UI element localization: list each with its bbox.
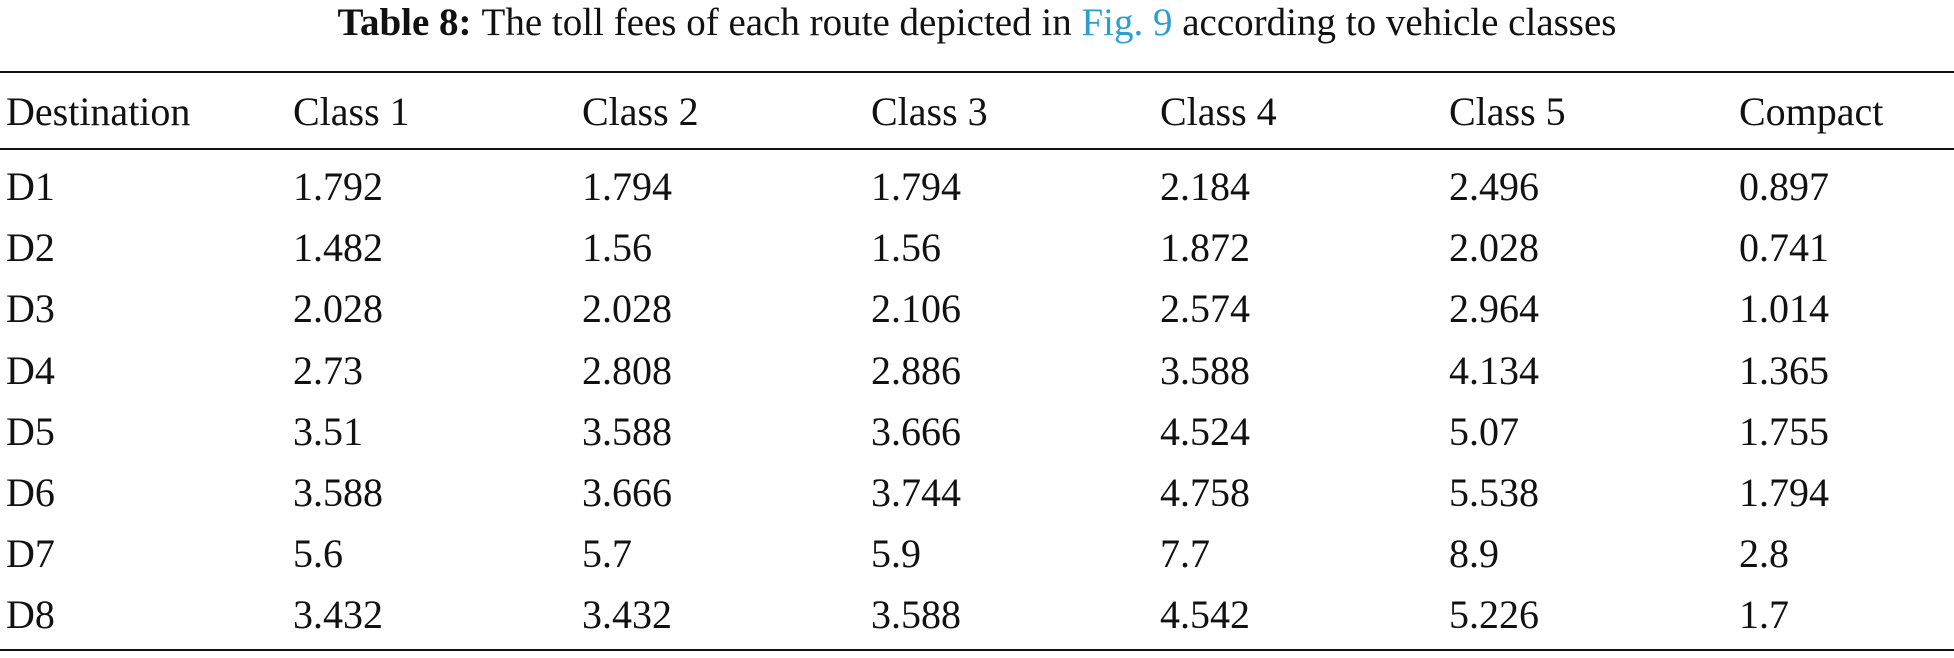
row-label: D2: [6, 225, 55, 271]
row-label: D8: [6, 592, 55, 638]
table-cell: 1.7: [1739, 592, 1789, 638]
bottom-rule: [0, 649, 1954, 651]
table-cell: 2.574: [1160, 286, 1250, 332]
top-rule: [0, 71, 1954, 73]
table-cell: 5.9: [871, 531, 921, 577]
table-cell: 3.744: [871, 470, 961, 515]
table-cell: 4.542: [1160, 592, 1250, 638]
table-cell: 5.538: [1449, 470, 1539, 515]
table-cell: 1.792: [293, 164, 383, 209]
table-cell: 3.432: [293, 592, 383, 638]
figure-link[interactable]: Fig. 9: [1081, 1, 1173, 44]
table-cell: 1.794: [582, 164, 672, 209]
table-cell: 3.588: [871, 592, 961, 638]
table-cell: 2.886: [871, 347, 961, 393]
header-cell: Compact: [1739, 89, 1884, 134]
table-cell: 0.741: [1739, 225, 1829, 271]
table-cell: 1.794: [871, 164, 961, 209]
table-cell: 3.666: [871, 408, 961, 454]
table-cell: 3.588: [582, 408, 672, 454]
header-cell: Class 2: [582, 89, 699, 134]
table-cell: 8.9: [1449, 531, 1499, 577]
row-label: D5: [6, 408, 55, 454]
table-cell: 3.588: [1160, 347, 1250, 393]
table-cell: 1.56: [582, 225, 652, 271]
table-caption: Table 8: The toll fees of each route depi…: [0, 0, 1954, 46]
row-label: D4: [6, 347, 55, 393]
header-cell: Class 4: [1160, 89, 1277, 134]
table-cell: 3.432: [582, 592, 672, 638]
table-cell: 2.028: [582, 286, 672, 332]
row-label: D7: [6, 531, 55, 577]
table-cell: 1.56: [871, 225, 941, 271]
table-cell: 4.524: [1160, 408, 1250, 454]
row-label: D6: [6, 470, 55, 515]
caption-text: The toll fees of each route depicted in: [481, 1, 1072, 44]
header-cell: Class 1: [293, 89, 410, 134]
table-cell: 2.964: [1449, 286, 1539, 332]
table-cell: 2.028: [293, 286, 383, 332]
table-cell: 3.588: [293, 470, 383, 515]
table-cell: 2.8: [1739, 531, 1789, 577]
table-cell: 3.666: [582, 470, 672, 515]
header-cell: Destination: [6, 89, 191, 134]
table-cell: 5.07: [1449, 408, 1519, 454]
row-label: D3: [6, 286, 55, 332]
table-cell: 1.365: [1739, 347, 1829, 393]
table-cell: 2.496: [1449, 164, 1539, 209]
table-cell: 2.184: [1160, 164, 1250, 209]
table-cell: 4.758: [1160, 470, 1250, 515]
table-cell: 2.106: [871, 286, 961, 332]
table-cell: 2.73: [293, 347, 363, 393]
caption-text: according to vehicle classes: [1182, 1, 1617, 44]
table-cell: 2.808: [582, 347, 672, 393]
table-cell: 1.482: [293, 225, 383, 271]
header-cell: Class 3: [871, 89, 988, 134]
table-cell: 4.134: [1449, 347, 1539, 393]
table-cell: 1.755: [1739, 408, 1829, 454]
table-cell: 1.872: [1160, 225, 1250, 271]
table-cell: 7.7: [1160, 531, 1210, 577]
table-cell: 1.014: [1739, 286, 1829, 332]
table-cell: 1.794: [1739, 470, 1829, 515]
row-label: D1: [6, 164, 55, 209]
header-rule: [0, 148, 1954, 150]
table-cell: 5.7: [582, 531, 632, 577]
table-cell: 5.226: [1449, 592, 1539, 638]
table-cell: 2.028: [1449, 225, 1539, 271]
table-cell: 5.6: [293, 531, 343, 577]
header-cell: Class 5: [1449, 89, 1566, 134]
caption-label: Table 8:: [337, 1, 472, 44]
table-cell: 3.51: [293, 408, 363, 454]
table-cell: 0.897: [1739, 164, 1829, 209]
